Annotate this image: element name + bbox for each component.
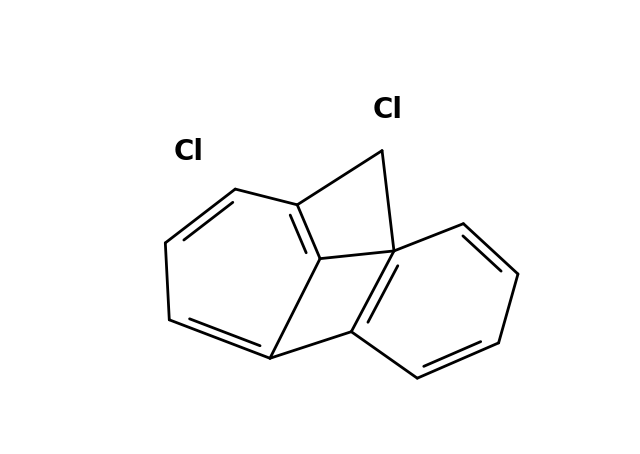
Text: Cl: Cl <box>174 138 204 166</box>
Text: Cl: Cl <box>372 96 403 124</box>
